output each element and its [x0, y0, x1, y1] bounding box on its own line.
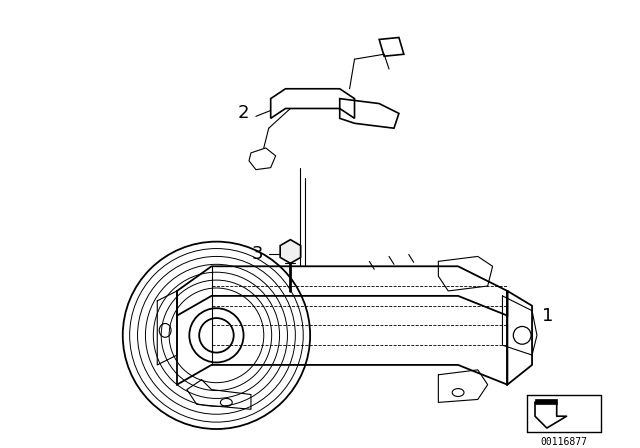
Text: 1: 1: [542, 306, 554, 325]
Polygon shape: [280, 240, 301, 263]
Text: 00116877: 00116877: [540, 437, 587, 447]
Text: 2: 2: [237, 104, 249, 122]
Text: 3: 3: [252, 246, 263, 263]
Ellipse shape: [199, 318, 234, 353]
Polygon shape: [535, 400, 557, 405]
